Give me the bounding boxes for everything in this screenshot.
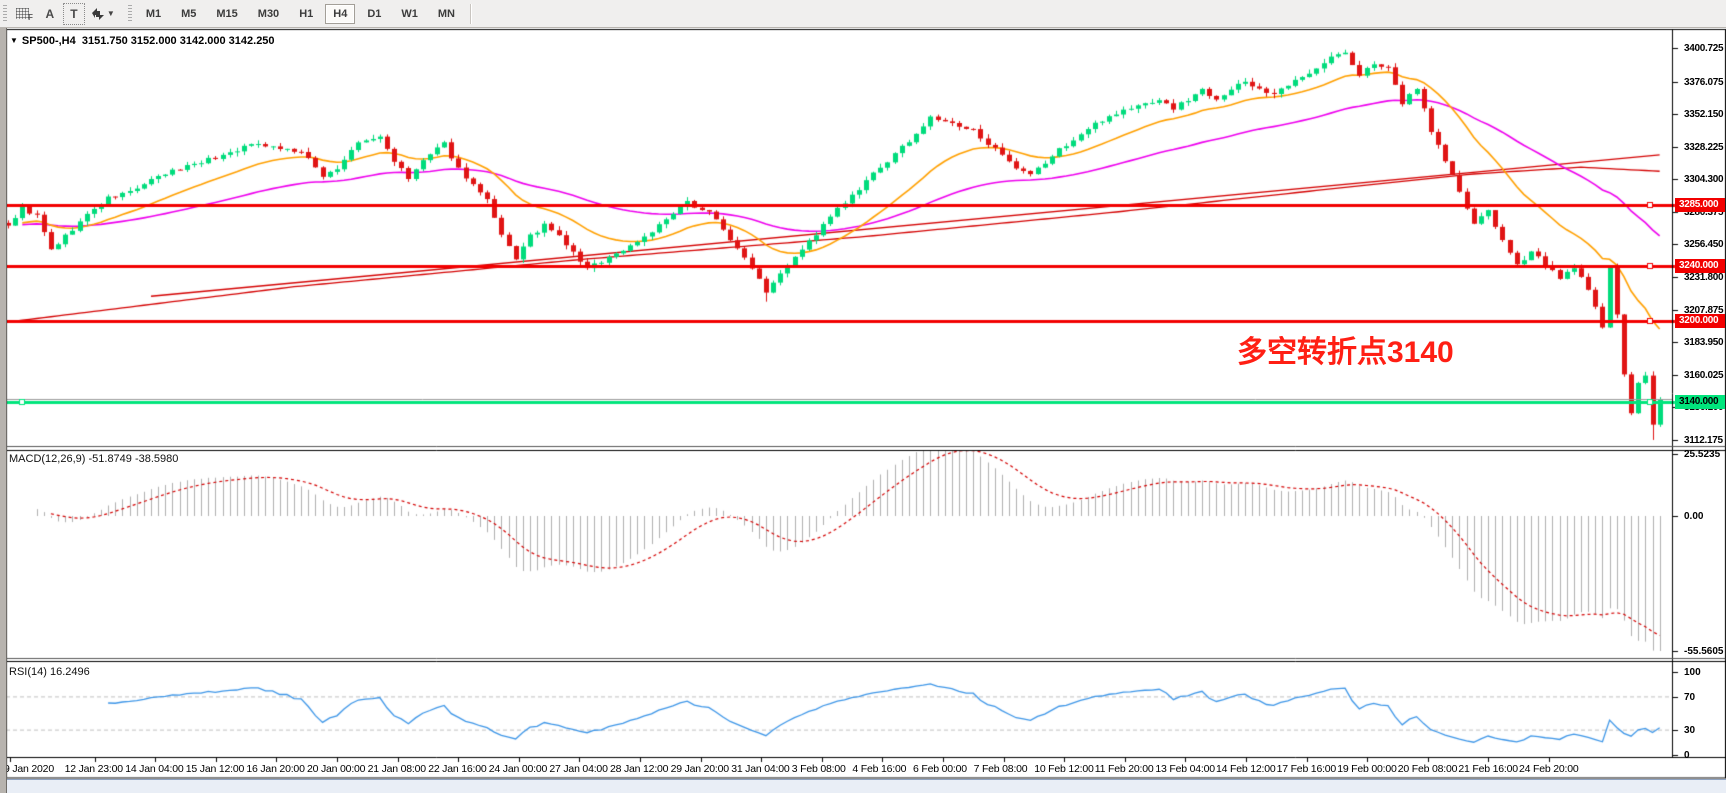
macd-axis-label: 25.5235 xyxy=(1684,448,1721,460)
time-axis-label: 7 Feb 08:00 xyxy=(973,763,1028,775)
rsi-indicator-label: RSI(14) 16.2496 xyxy=(9,666,90,679)
time-axis-label: 29 Jan 20:00 xyxy=(670,763,730,775)
cursor-arrows-button[interactable]: ▼ xyxy=(87,3,119,25)
tool-buttons: F A T ▼ xyxy=(11,2,120,25)
time-axis-label: 20 Feb 08:00 xyxy=(1397,763,1458,775)
price-axis-label: 3207.875 xyxy=(1684,304,1724,316)
timeframe-w1[interactable]: W1 xyxy=(401,7,418,20)
window-left-edge xyxy=(0,28,7,793)
time-axis-label: 9 Jan 2020 xyxy=(4,763,54,775)
time-axis-label: 19 Feb 00:00 xyxy=(1337,763,1397,775)
toolbar: F A T ▼ M1 M5 M15 M30 H1 H4 D1 W1 MN xyxy=(0,0,1726,28)
timeframe-m15[interactable]: M15 xyxy=(216,7,238,20)
rsi-value: 16.2496 xyxy=(49,666,90,678)
quote-values: 3151.750 3152.000 3142.000 3142.250 xyxy=(81,35,275,47)
time-axis-label: 21 Feb 16:00 xyxy=(1458,763,1518,775)
price-axis-label: 3352.150 xyxy=(1684,109,1724,120)
price-axis-label: 3400.725 xyxy=(1684,43,1724,55)
status-strip xyxy=(6,779,1726,793)
time-axis-label: 27 Jan 04:00 xyxy=(549,763,608,775)
rsi-title: RSI(14) xyxy=(9,666,47,678)
time-axis-label: 11 Feb 20:00 xyxy=(1094,763,1154,775)
dropdown-caret-icon[interactable]: ▼ xyxy=(106,8,115,18)
time-axis-label: 20 Jan 00:00 xyxy=(307,763,366,775)
cursor-arrows-icon xyxy=(91,7,104,20)
time-axis-label: 21 Jan 08:00 xyxy=(367,763,427,775)
price-axis-label: 3376.075 xyxy=(1684,76,1724,88)
time-axis-label: 22 Jan 16:00 xyxy=(428,763,487,775)
font-a-button[interactable]: A xyxy=(45,6,55,21)
price-axis-label: 3160.025 xyxy=(1684,369,1724,381)
grid-icon xyxy=(16,8,29,19)
symbol-period: SP500-,H4 xyxy=(21,35,76,47)
price-axis-label: 3112.175 xyxy=(1684,434,1723,446)
time-axis-label: 28 Jan 12:00 xyxy=(610,763,669,775)
macd-title: MACD(12,26,9) xyxy=(9,453,86,465)
symbol-dropdown-icon[interactable]: ▼ xyxy=(10,36,18,45)
time-axis-label: 3 Feb 08:00 xyxy=(791,763,846,775)
time-axis-label: 17 Feb 16:00 xyxy=(1276,763,1337,775)
time-axis-label: 16 Jan 20:00 xyxy=(246,763,305,775)
symbol-ohlc-line: ▼ SP500-,H4 3151.750 3152.000 3142.000 31… xyxy=(10,34,275,48)
timeframe-m1[interactable]: M1 xyxy=(145,7,162,20)
rsi-axis-label: 0 xyxy=(1684,750,1690,761)
time-axis-label: 10 Feb 12:00 xyxy=(1034,763,1094,775)
rsi-axis-label: 30 xyxy=(1684,725,1696,737)
price-axis-label: 3183.950 xyxy=(1684,337,1724,349)
hline-price-tag: 3140.000 xyxy=(1675,395,1725,410)
macd-values: -51.8749 -38.5980 xyxy=(88,453,179,465)
rsi-axis-label: 100 xyxy=(1684,667,1701,678)
macd-indicator-label: MACD(12,26,9) -51.8749 -38.5980 xyxy=(9,453,178,466)
macd-axis-label: -55.5605 xyxy=(1684,646,1724,657)
time-axis-label: 14 Feb 12:00 xyxy=(1216,763,1276,775)
toolbar-gripper[interactable] xyxy=(3,4,7,23)
timeframe-h1[interactable]: H1 xyxy=(299,7,314,20)
time-axis-label: 6 Feb 00:00 xyxy=(913,763,967,775)
price-axis-label: 3328.225 xyxy=(1684,141,1724,153)
grid-f-button[interactable]: F xyxy=(12,3,37,25)
time-axis-label: 31 Jan 04:00 xyxy=(731,763,790,775)
price-axis-label: 3231.800 xyxy=(1684,272,1724,284)
timeframe-mn[interactable]: MN xyxy=(437,7,455,20)
toolbar-separator xyxy=(469,3,472,24)
annotation-text: 多空转折点3140 xyxy=(1237,336,1454,369)
timeframe-m5[interactable]: M5 xyxy=(181,7,197,20)
time-axis-label: 24 Feb 20:00 xyxy=(1519,763,1579,775)
time-axis-label: 24 Jan 00:00 xyxy=(488,763,548,775)
timeframe-m30[interactable]: M30 xyxy=(257,7,280,20)
price-axis-label: 3256.450 xyxy=(1684,239,1724,250)
hline-price-tag: 3240.000 xyxy=(1675,259,1725,274)
timeframe-d1[interactable]: D1 xyxy=(367,7,382,20)
timeframe-buttons: M1 M5 M15 M30 H1 H4 D1 W1 MN xyxy=(136,3,465,24)
time-axis-label: 12 Jan 23:00 xyxy=(64,763,124,775)
hline-price-tag: 3200.000 xyxy=(1675,313,1725,328)
rsi-axis-label: 70 xyxy=(1684,691,1696,703)
text-t-button[interactable]: T xyxy=(62,2,85,25)
price-axis-label: 3304.300 xyxy=(1684,174,1724,185)
time-axis-label: 15 Jan 12:00 xyxy=(185,763,245,775)
hline-price-tag: 3285.000 xyxy=(1675,198,1725,213)
macd-axis-label: 0.00 xyxy=(1684,511,1704,522)
time-axis-label: 4 Feb 16:00 xyxy=(852,763,907,775)
time-axis-label: 14 Jan 04:00 xyxy=(125,763,184,775)
toolbar-gripper-2[interactable] xyxy=(127,4,132,23)
timeframe-h4[interactable]: H4 xyxy=(325,3,356,24)
time-axis-label: 13 Feb 04:00 xyxy=(1155,763,1215,775)
grid-f-label: F xyxy=(28,12,33,22)
